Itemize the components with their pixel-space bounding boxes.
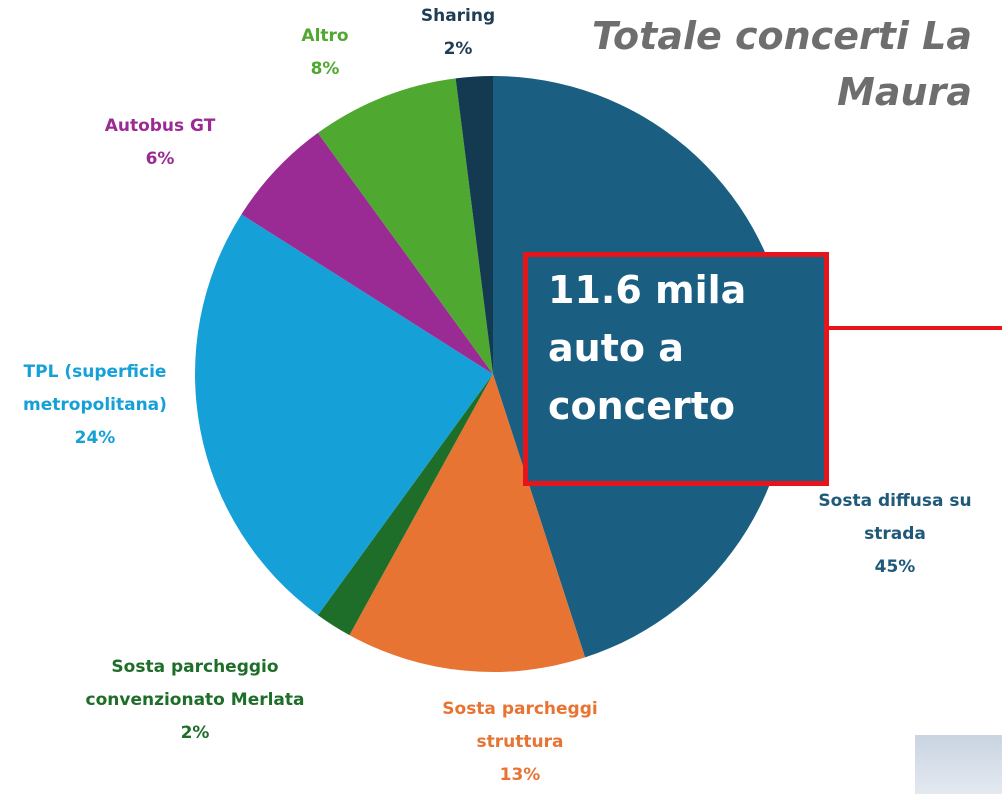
- slice-label: Altro 8%: [265, 20, 385, 86]
- slice-value: 6%: [145, 149, 175, 169]
- slice-value: 13%: [499, 765, 541, 785]
- pie-slice: [195, 214, 493, 616]
- slice-name: Altro: [301, 26, 349, 46]
- slice-name: Sosta diffusa su strada: [818, 491, 972, 544]
- annotation-line: [818, 326, 1002, 330]
- pie-slice: [317, 374, 493, 636]
- pie-slice: [317, 78, 493, 374]
- slice-value: 2%: [443, 39, 473, 59]
- slice-value: 45%: [874, 557, 916, 577]
- slice-label: Autobus GT 6%: [80, 110, 240, 176]
- slice-value: 8%: [310, 59, 340, 79]
- slice-name: Autobus GT: [104, 116, 216, 136]
- slice-name: Sosta parcheggio convenzionato Merlata: [85, 657, 305, 710]
- slice-label: Sosta diffusa su strada 45%: [785, 485, 1002, 584]
- pie-slice: [455, 76, 493, 374]
- chart-title: Totale concerti La Maura: [592, 14, 972, 114]
- slice-label: Sosta parcheggio convenzionato Merlata 2%: [75, 651, 315, 750]
- image-fragment: [915, 735, 1002, 794]
- slice-name: TPL (superficie metropolitana): [23, 362, 167, 415]
- slice-value: 24%: [74, 428, 116, 448]
- pie-slice: [241, 132, 493, 374]
- slice-label: Sharing 2%: [398, 0, 518, 66]
- slice-label: Sosta parcheggi struttura 13%: [410, 693, 630, 792]
- annotation: 11.6 mila auto a concerto: [523, 252, 829, 486]
- slice-value: 2%: [180, 723, 210, 743]
- slice-name: Sosta parcheggi struttura: [442, 699, 598, 752]
- slice-label: TPL (superficie metropolitana) 24%: [0, 356, 195, 455]
- slice-name: Sharing: [420, 6, 496, 26]
- pie-slice: [349, 374, 586, 673]
